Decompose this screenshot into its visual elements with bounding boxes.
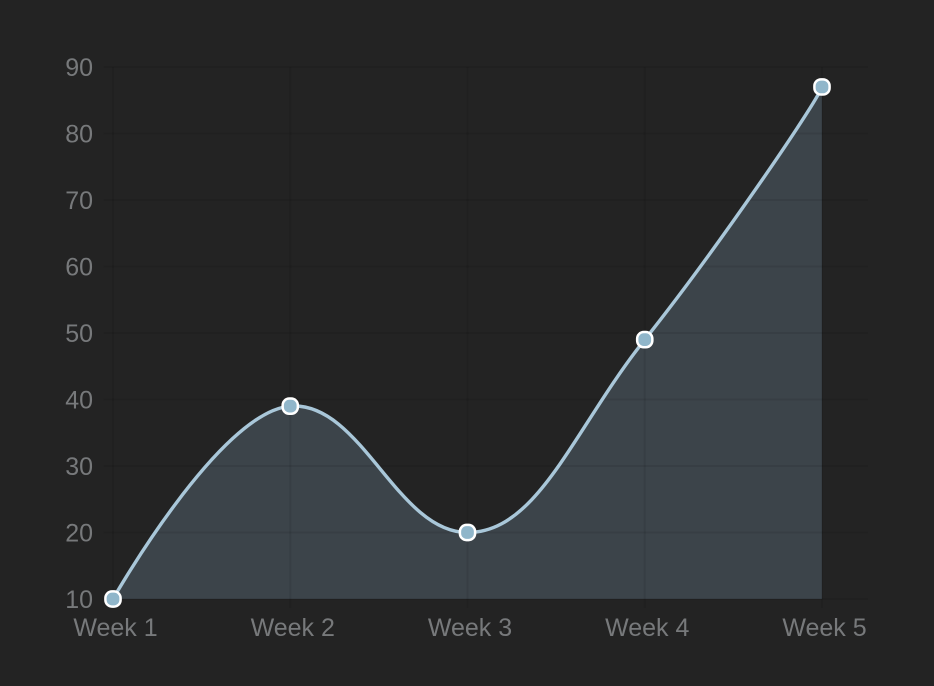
svg-text:40: 40: [65, 387, 93, 415]
svg-text:50: 50: [65, 320, 93, 348]
svg-text:30: 30: [65, 453, 93, 481]
svg-text:70: 70: [65, 187, 93, 215]
svg-text:Week 2: Week 2: [251, 614, 335, 642]
svg-text:Week 4: Week 4: [605, 614, 689, 642]
svg-text:10: 10: [65, 586, 93, 614]
svg-text:Week 1: Week 1: [73, 614, 157, 642]
svg-text:90: 90: [65, 54, 93, 82]
svg-text:60: 60: [65, 254, 93, 282]
svg-text:20: 20: [65, 520, 93, 548]
svg-text:80: 80: [65, 121, 93, 149]
svg-text:Week 3: Week 3: [428, 614, 512, 642]
svg-text:Week 5: Week 5: [782, 614, 866, 642]
